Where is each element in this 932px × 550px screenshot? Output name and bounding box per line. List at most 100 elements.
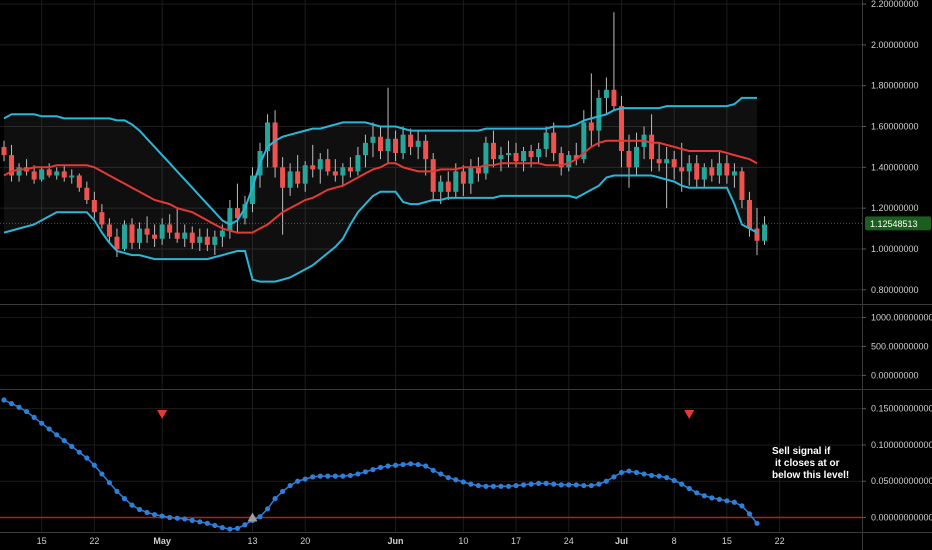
oscillator-point xyxy=(573,482,579,488)
candle-body xyxy=(664,159,670,164)
candle xyxy=(664,146,670,209)
oscillator-point xyxy=(724,498,730,504)
price-tick-label: 1.40000000 xyxy=(871,162,919,172)
oscillator-point xyxy=(603,478,610,484)
candle xyxy=(408,128,414,156)
candle-body xyxy=(551,132,557,154)
oscillator-point xyxy=(618,469,625,476)
candle xyxy=(46,163,52,178)
x-tick-label: 15 xyxy=(37,536,47,546)
candle-body xyxy=(506,153,512,156)
oscillator-point xyxy=(520,482,527,488)
oscillator-point xyxy=(46,426,52,432)
candle xyxy=(76,173,82,192)
oscillator-point xyxy=(490,483,497,489)
candle-body xyxy=(91,199,97,213)
candle-body xyxy=(679,167,685,172)
price-tick-label: 1.80000000 xyxy=(871,81,919,91)
candle-body xyxy=(701,167,707,180)
candle xyxy=(393,130,399,162)
oscillator-point xyxy=(551,481,557,487)
oscillator-point xyxy=(99,471,105,477)
candle-body xyxy=(106,224,112,237)
volume-tick-label: 0.00000000 xyxy=(871,370,919,380)
candle-body xyxy=(310,165,316,170)
x-tick-label: 13 xyxy=(247,536,257,546)
oscillator-point xyxy=(400,461,406,468)
candle xyxy=(468,159,474,194)
oscillator-point xyxy=(204,520,210,526)
candle-body xyxy=(634,146,640,168)
sell-signal-marker xyxy=(157,410,168,419)
candle xyxy=(16,163,22,182)
candle xyxy=(325,148,331,176)
candle-body xyxy=(536,148,542,158)
candle-body xyxy=(603,89,609,98)
oscillator-point xyxy=(460,479,466,485)
oscillator-point xyxy=(701,493,707,499)
oscillator-point xyxy=(91,462,97,468)
candle xyxy=(280,157,286,235)
candle xyxy=(144,216,150,243)
oscillator-point xyxy=(234,525,241,531)
bollinger-basis-line xyxy=(3,139,758,234)
oscillator-point xyxy=(746,511,753,517)
oscillator-point xyxy=(686,485,692,492)
candle-body xyxy=(295,171,301,184)
oscillator-point xyxy=(332,473,338,479)
candle-body xyxy=(317,159,323,170)
candle-body xyxy=(460,171,466,184)
candle xyxy=(182,224,188,247)
candle-body xyxy=(212,236,218,245)
oscillator-point xyxy=(453,477,459,483)
oscillator-point xyxy=(528,481,534,487)
candle-body xyxy=(69,175,75,178)
oscillator-point xyxy=(159,513,165,519)
oscillator-point xyxy=(340,473,346,479)
oscillator-point xyxy=(23,408,30,415)
candle-body xyxy=(566,155,572,168)
x-tick-label: 24 xyxy=(564,536,574,546)
candle-body xyxy=(137,228,143,243)
candle-body xyxy=(754,228,760,241)
candle-body xyxy=(167,224,173,233)
oscillator-point xyxy=(370,467,376,473)
candle xyxy=(99,204,105,229)
buy-signal-marker xyxy=(247,512,258,522)
oscillator-point xyxy=(242,522,248,528)
oscillator-point xyxy=(445,474,451,481)
candle xyxy=(573,142,579,166)
candle xyxy=(536,142,542,164)
oscillator-point xyxy=(106,480,113,486)
candle xyxy=(317,153,323,184)
oscillator-point xyxy=(61,438,67,444)
candle xyxy=(302,161,308,192)
oscillator-point xyxy=(377,464,384,471)
candle xyxy=(656,142,662,172)
oscillator-point xyxy=(505,483,512,489)
oscillator-point xyxy=(355,471,361,477)
candle-body xyxy=(400,134,406,154)
oscillator-point xyxy=(641,471,647,477)
oscillator-point xyxy=(272,496,278,502)
candle-body xyxy=(686,163,692,172)
candle xyxy=(551,122,557,162)
candle-body xyxy=(649,134,655,160)
candle-body xyxy=(438,181,444,192)
candle xyxy=(332,159,338,182)
candle-body xyxy=(189,232,195,243)
candle-body xyxy=(182,232,188,239)
candle-body xyxy=(39,169,45,180)
candle xyxy=(671,151,677,180)
candle-body xyxy=(347,167,353,172)
candle xyxy=(106,218,112,243)
candle-body xyxy=(611,89,617,107)
oscillator-point xyxy=(536,480,542,486)
candle-body xyxy=(370,136,376,143)
candle xyxy=(121,220,127,251)
candle xyxy=(490,130,496,168)
candle xyxy=(596,89,602,147)
candle xyxy=(378,126,383,160)
oscillator xyxy=(0,397,862,532)
